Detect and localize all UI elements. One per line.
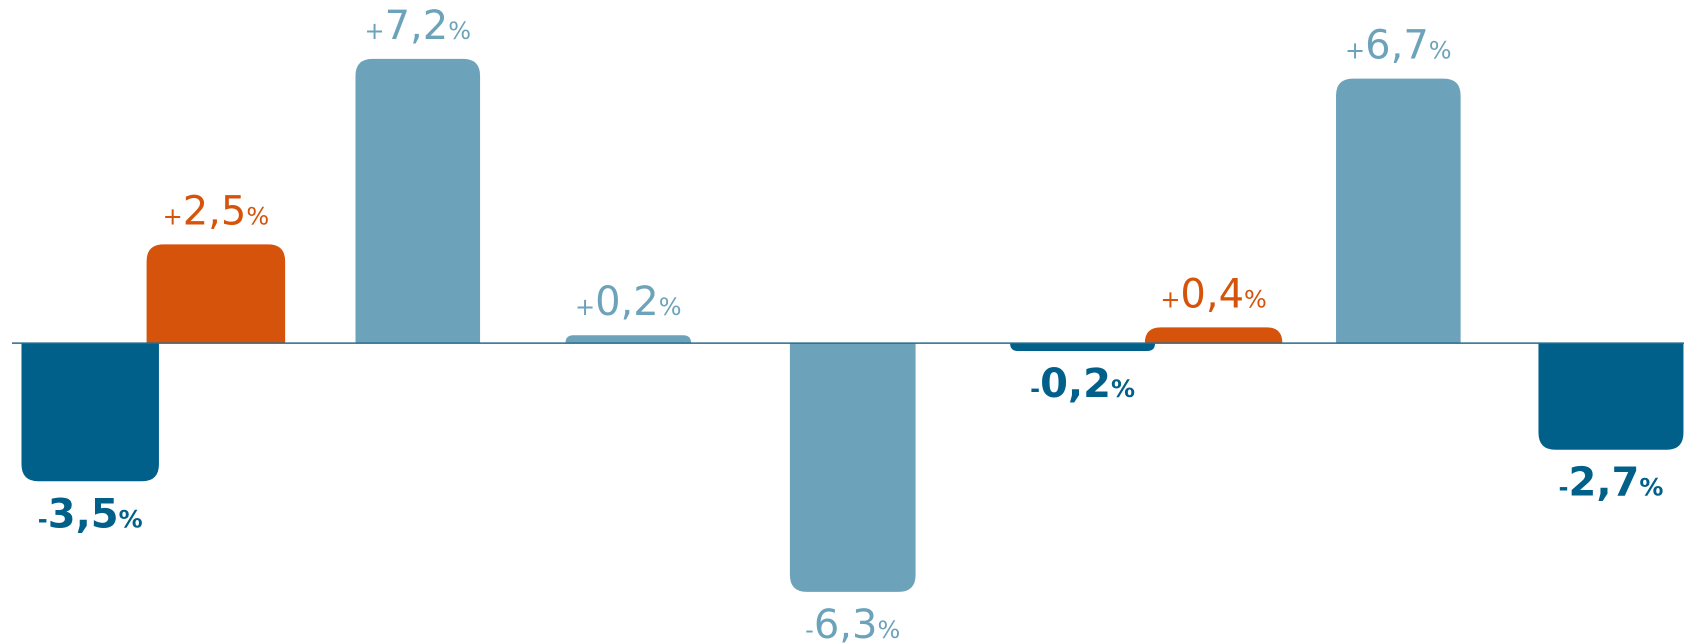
value-label: +2,5% [163, 188, 270, 234]
value-label: -0,2% [1030, 361, 1135, 407]
value-label: +7,2% [365, 3, 472, 49]
value-label: -2,7% [1559, 460, 1664, 506]
bar [355, 58, 481, 344]
bar [1538, 343, 1684, 450]
bar [146, 244, 286, 344]
bar [1144, 327, 1283, 344]
bar [1336, 78, 1461, 344]
bar [21, 343, 159, 482]
value-label: +6,7% [1345, 23, 1452, 69]
value-label: -6,3% [805, 602, 900, 643]
value-label: +0,4% [1160, 271, 1267, 317]
value-label: +0,2% [575, 279, 682, 325]
bar [789, 343, 916, 592]
bar [1010, 343, 1156, 352]
value-label: -3,5% [38, 491, 143, 537]
bar [565, 335, 692, 344]
